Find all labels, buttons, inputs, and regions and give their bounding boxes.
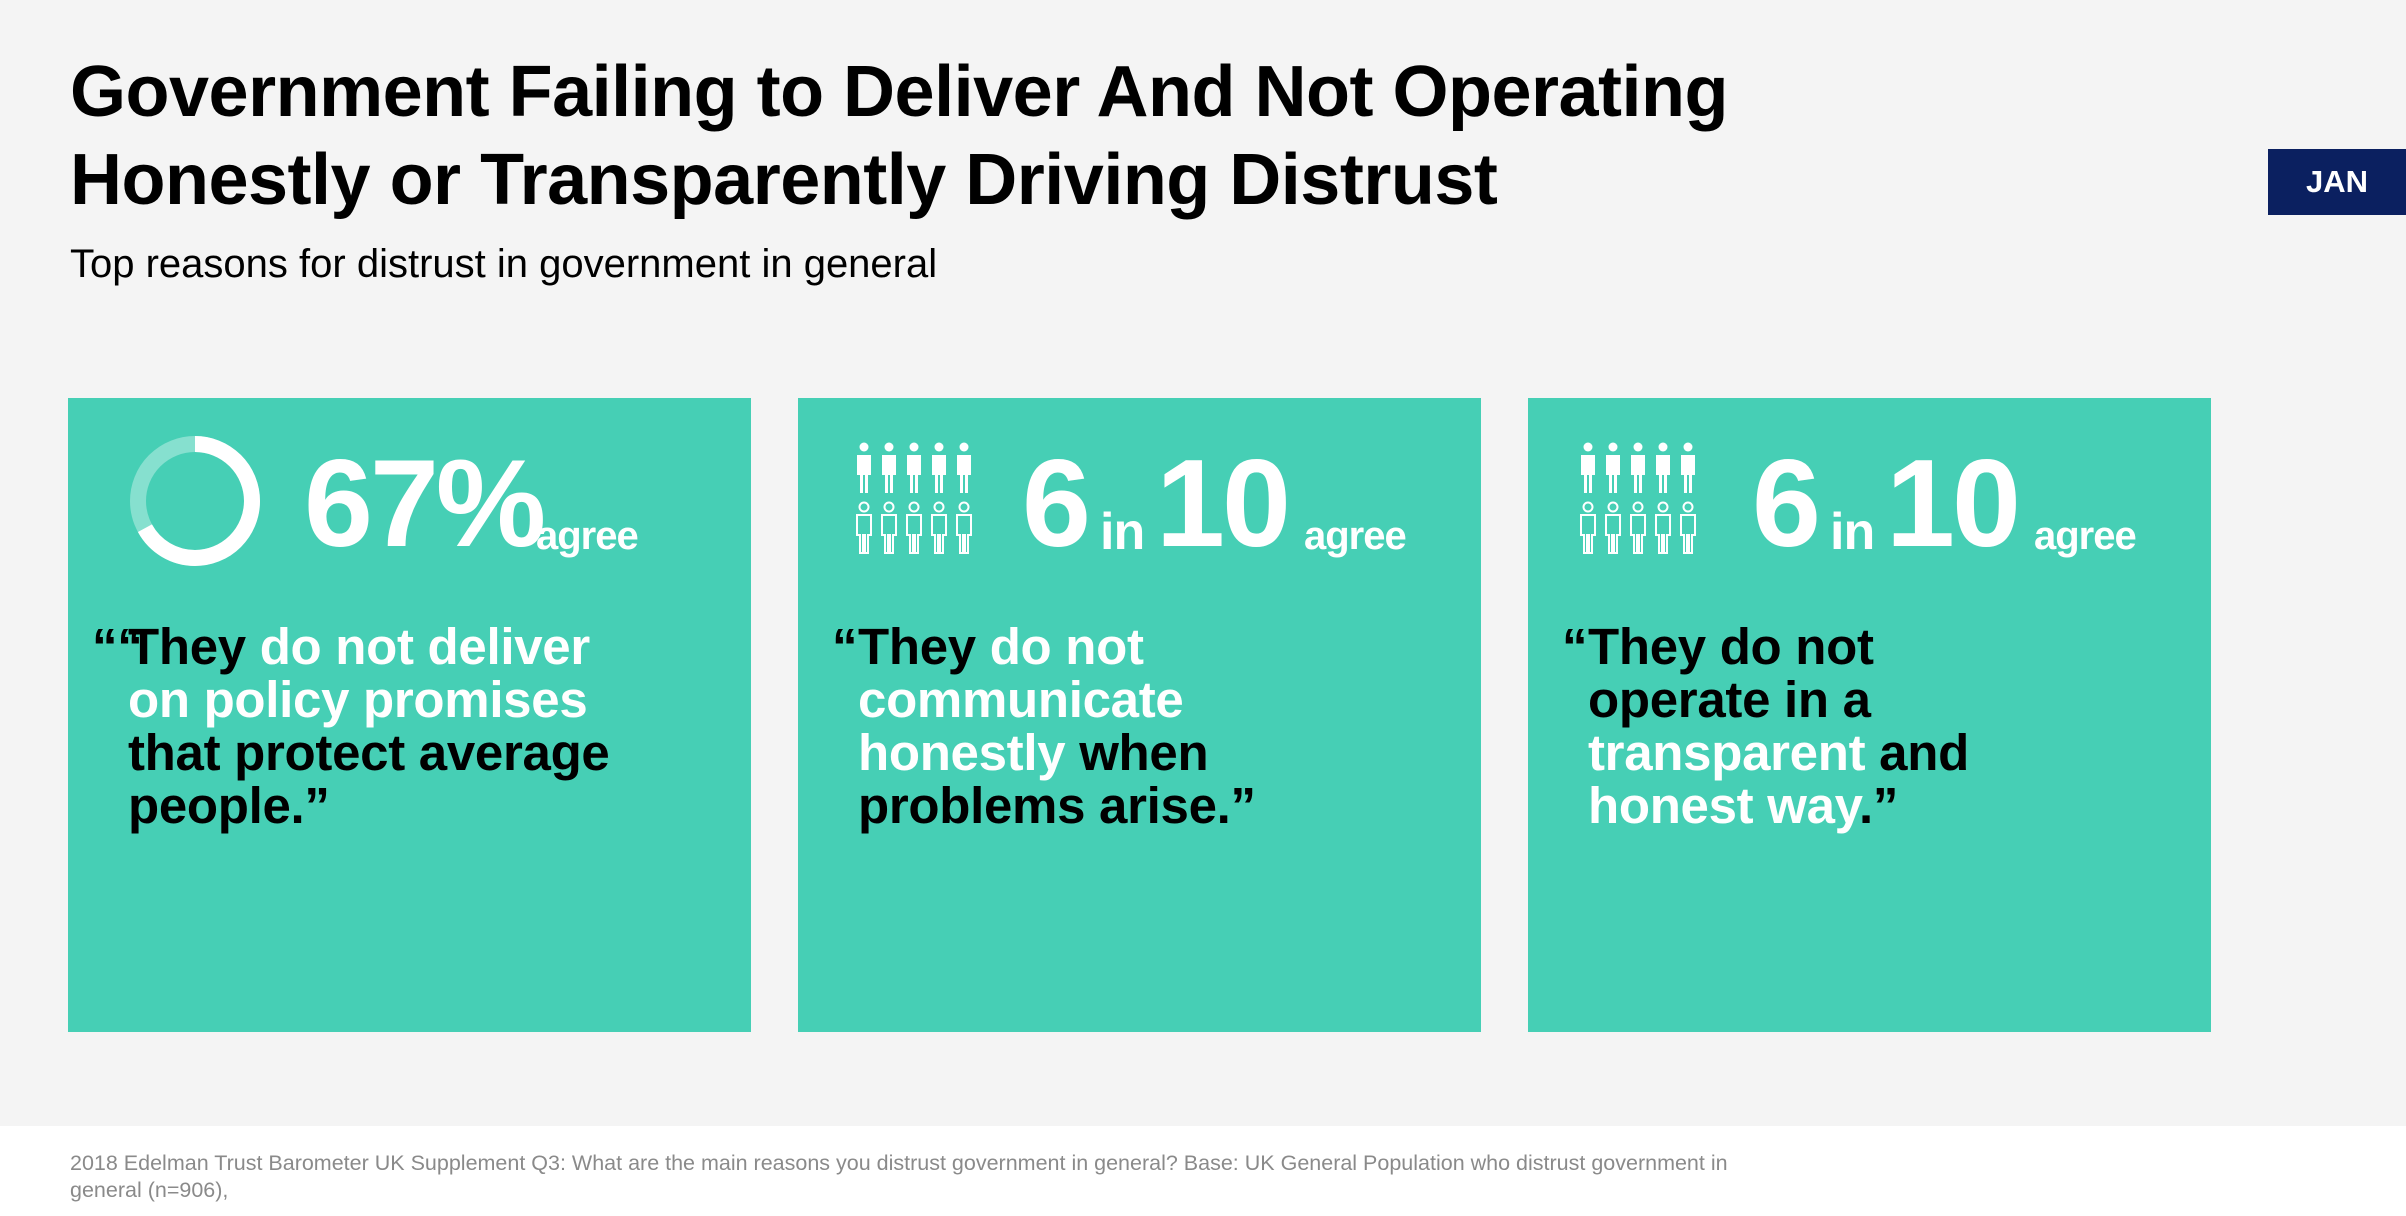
stat-card-transparency: 6 in 10 agree “ They do not operate in a… xyxy=(1528,398,2211,1032)
person-outline-icon xyxy=(881,501,897,554)
stat-value: 67% xyxy=(304,435,546,573)
quote-part-highlight: transparent xyxy=(1588,724,1880,781)
donut-ring-icon xyxy=(130,436,260,566)
quote-text: ““ They do not deliver on policy promise… xyxy=(92,618,728,834)
stat-suffix: agree xyxy=(536,514,639,558)
quote-part: .” xyxy=(1858,777,1899,834)
person-filled-icon xyxy=(1656,442,1670,493)
quote-mark: “ xyxy=(832,618,858,675)
person-filled-icon xyxy=(1631,442,1645,493)
stat-card-communication: 6 in 10 agree “ They do not communicate … xyxy=(798,398,1481,1032)
source-note: 2018 Edelman Trust Barometer UK Suppleme… xyxy=(70,1151,1728,1202)
person-outline-icon xyxy=(931,501,947,554)
page-title: Government Failing to Deliver And Not Op… xyxy=(70,48,1770,224)
page-title-line-2: Honestly or Transparently Driving Distru… xyxy=(70,140,1498,220)
stat-row: 6 in 10 agree xyxy=(1528,434,2211,574)
quote-part: people.” xyxy=(128,777,330,834)
page-subtitle: Top reasons for distrust in government i… xyxy=(70,242,938,286)
stat-in-word: in xyxy=(1830,503,1875,561)
quote-part: when xyxy=(1079,724,1209,781)
quote-part-highlight: on policy promises xyxy=(128,671,588,728)
stat-in-word: in xyxy=(1100,503,1145,561)
person-outline-icon xyxy=(1680,501,1696,554)
person-filled-icon xyxy=(857,442,871,493)
quote-part-highlight: do not xyxy=(989,618,1144,675)
quote-part: that protect average xyxy=(128,724,610,781)
stat-row: 67% agree xyxy=(68,434,751,574)
quote-text: “ They do not operate in a transparent a… xyxy=(1562,618,2188,834)
quote-part: They xyxy=(128,618,260,675)
person-outline-icon xyxy=(856,501,872,554)
person-filled-icon xyxy=(1606,442,1620,493)
quote-mark: “ xyxy=(1562,618,1588,675)
quote-part: operate in a xyxy=(1588,671,1871,728)
person-filled-icon xyxy=(932,442,946,493)
person-filled-icon xyxy=(1681,442,1695,493)
person-outline-icon xyxy=(1630,501,1646,554)
stat-numerator: 6 xyxy=(1022,435,1091,573)
people-grid-icon xyxy=(1580,442,1696,554)
quote-part: problems arise.” xyxy=(858,777,1256,834)
people-grid-icon xyxy=(856,442,972,554)
stat-card-delivery: 67% agree ““ They do not deliver on poli… xyxy=(68,398,751,1032)
donut-arc xyxy=(130,436,260,566)
stat-suffix: agree xyxy=(1304,514,1407,558)
stat-denominator: 10 xyxy=(1156,435,1291,573)
quote-part: They xyxy=(858,618,990,675)
quote-part-highlight: communicate xyxy=(858,671,1184,728)
person-filled-icon xyxy=(957,442,971,493)
quote-text: “ They do not communicate honestly when … xyxy=(832,618,1458,834)
page-title-line-1: Government Failing to Deliver And Not Op… xyxy=(70,52,1729,132)
person-filled-icon xyxy=(882,442,896,493)
person-outline-icon xyxy=(1605,501,1621,554)
stat-suffix: agree xyxy=(2034,514,2137,558)
person-outline-icon xyxy=(956,501,972,554)
footer: 2018 Edelman Trust Barometer UK Suppleme… xyxy=(0,1126,2406,1216)
stat-row: 6 in 10 agree xyxy=(798,434,1481,574)
person-filled-icon xyxy=(907,442,921,493)
quote-part: They do not xyxy=(1588,618,1874,675)
person-outline-icon xyxy=(1580,501,1596,554)
stat-denominator: 10 xyxy=(1886,435,2021,573)
month-badge: JAN xyxy=(2268,149,2406,215)
quote-part-highlight: honestly xyxy=(858,724,1080,781)
person-outline-icon xyxy=(1655,501,1671,554)
quote-part-highlight: do not deliver xyxy=(259,618,590,675)
quote-mark: ““ xyxy=(92,618,143,675)
person-outline-icon xyxy=(906,501,922,554)
quote-part-highlight: honest way xyxy=(1588,777,1859,834)
quote-part: and xyxy=(1879,724,1969,781)
person-filled-icon xyxy=(1581,442,1595,493)
stat-numerator: 6 xyxy=(1752,435,1821,573)
